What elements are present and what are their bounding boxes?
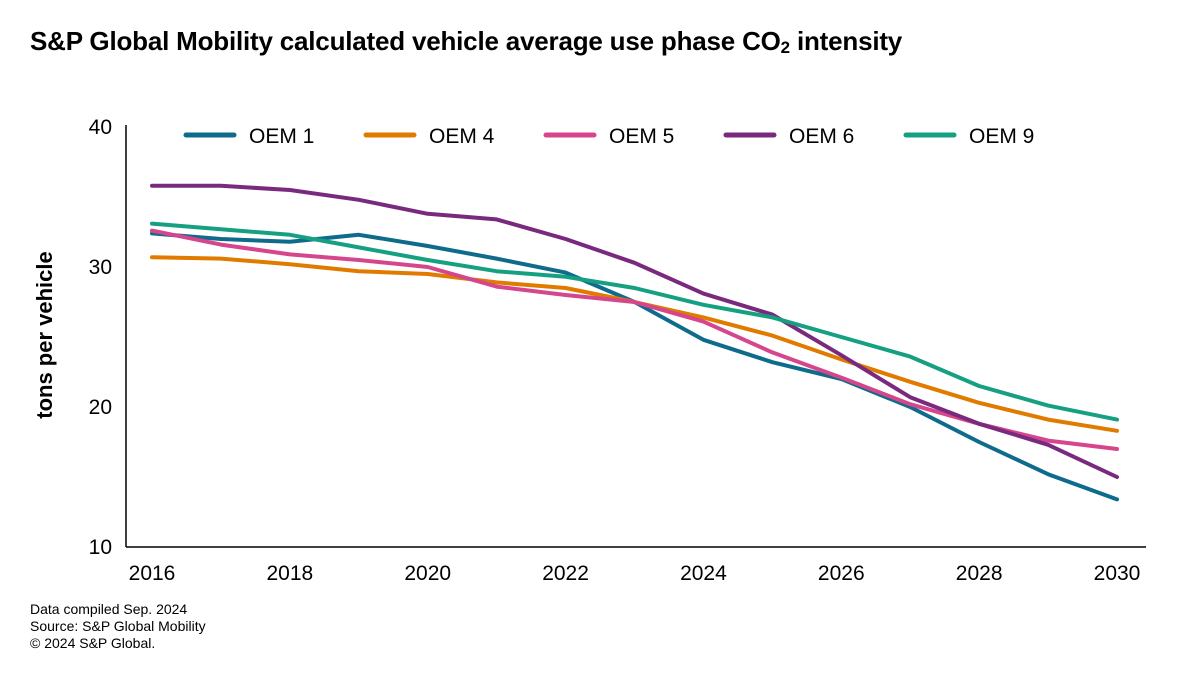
y-tick-label: 10	[89, 536, 112, 559]
y-tick-labels: 10 20 30 40	[89, 116, 112, 559]
series-line-oem-5	[150, 228, 1119, 451]
chart-footer: Data compiled Sep. 2024 Source: S&P Glob…	[30, 601, 206, 652]
legend-label-oem-9: OEM 9	[969, 125, 1034, 148]
x-tick-labels: 2016 2018 2020 2022 2024 2026 2028 2030	[129, 562, 1141, 585]
x-tick-label: 2028	[956, 562, 1003, 585]
series-line-oem-6	[150, 183, 1119, 479]
legend-label-oem-1: OEM 1	[249, 125, 314, 148]
series-line-oem-9	[150, 221, 1119, 422]
chart-title-tail: intensity	[789, 26, 903, 56]
x-tick-label: 2018	[266, 562, 313, 585]
x-tick-label: 2020	[404, 562, 451, 585]
series-lines	[150, 183, 1119, 502]
x-tick-label: 2030	[1094, 562, 1141, 585]
x-tick-label: 2016	[129, 562, 176, 585]
y-axis-label: tons per vehicle	[32, 251, 57, 419]
footer-source: Source: S&P Global Mobility	[30, 618, 206, 634]
chart-title: S&P Global Mobility calculated vehicle a…	[30, 26, 902, 58]
series-line-oem-1	[150, 231, 1119, 502]
footer-copyright: © 2024 S&P Global.	[30, 635, 156, 651]
footer-compiled: Data compiled Sep. 2024	[30, 601, 188, 617]
legend-label-oem-5: OEM 5	[609, 125, 674, 148]
x-tick-label: 2026	[818, 562, 865, 585]
chart-title-subscript: 2	[780, 38, 790, 57]
chart-axes	[125, 125, 1146, 548]
legend-label-oem-6: OEM 6	[789, 125, 854, 148]
chart-title-main: S&P Global Mobility calculated vehicle a…	[30, 26, 781, 56]
x-tick-label: 2024	[680, 562, 727, 585]
legend-label-oem-4: OEM 4	[429, 125, 495, 148]
y-tick-label: 40	[89, 116, 112, 139]
y-tick-label: 20	[89, 396, 112, 419]
series-line-oem-4	[150, 255, 1119, 433]
chart-legend: OEM 1 OEM 4 OEM 5 OEM 6 OEM 9	[183, 125, 1034, 148]
x-tick-label: 2022	[542, 562, 589, 585]
y-tick-label: 30	[89, 256, 112, 279]
